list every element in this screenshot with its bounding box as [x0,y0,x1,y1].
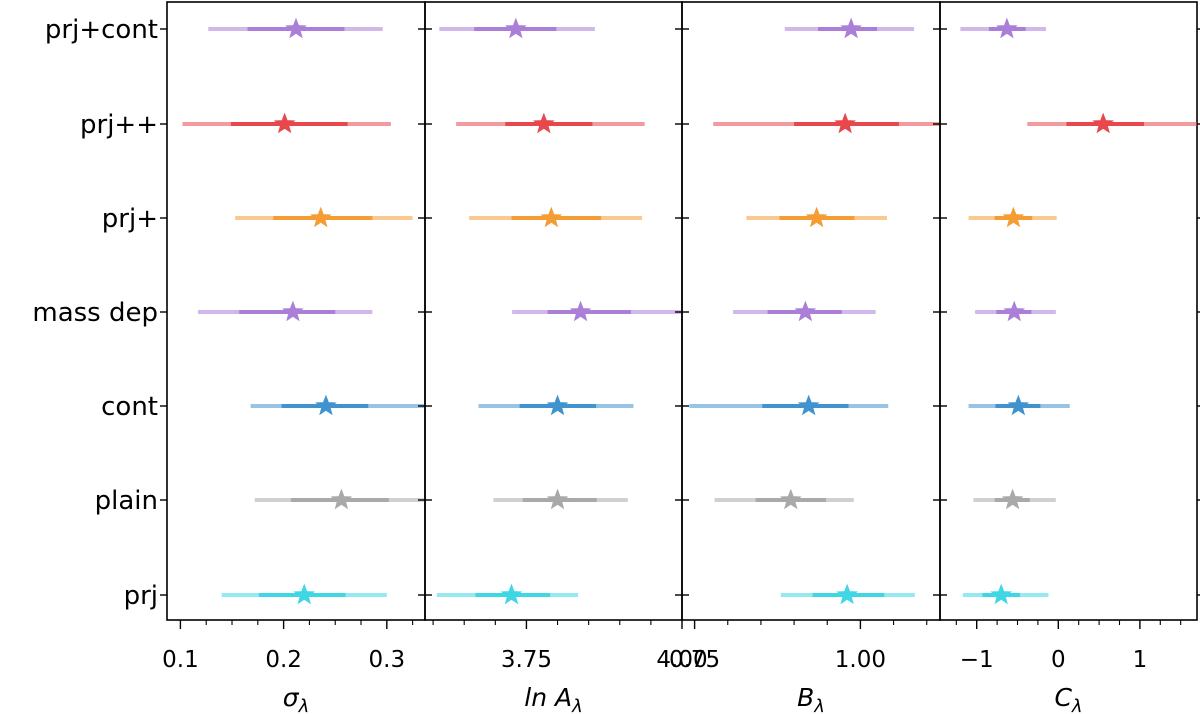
panel-lnA-median-star-3 [569,300,592,322]
panel-C-xlabel: Cλ [1054,683,1082,714]
panel-lnA-median-star-1 [532,112,555,134]
panel-B-median-star-6 [836,583,859,605]
panel-C-frame [939,1,1198,621]
panel-sigma-tick-label-0: 0.1 [162,647,199,673]
row-label-5: plain [95,486,158,516]
panel-B-median-star-1 [834,112,857,134]
panel-sigma-median-star-4 [315,394,337,416]
row-label-4: cont [101,392,158,422]
panel-C-median-star-3 [1003,300,1026,322]
panel-C-median-star-1 [1092,112,1115,134]
panel-C-tick-label-2: 1 [1133,647,1148,673]
panel-C-tick-label-0: −1 [960,647,994,673]
row-label-2: prj+ [102,204,158,234]
panel-sigma-median-star-3 [282,300,304,322]
panel-B-median-star-3 [794,300,817,322]
panel-B-median-star-4 [797,394,820,416]
row-label-0: prj+cont [45,15,158,45]
panel-C-median-star-5 [1001,488,1024,510]
panel-lnA-median-star-5 [546,488,569,510]
row-label-6: prj [124,581,158,611]
panel-B-median-star-2 [805,206,828,228]
panel-C-median-star-0 [996,17,1018,39]
panel-lnA-median-star-0 [504,17,527,39]
panel-lnA-median-star-4 [546,394,569,416]
panel-C-median-star-4 [1007,394,1030,416]
panel-C-median-star-2 [1002,206,1025,228]
panel-sigma-median-star-5 [330,488,353,510]
panel-sigma-tick-label-2: 0.3 [369,647,406,673]
panel-sigma-median-star-6 [293,583,316,605]
row-label-1: prj++ [80,110,158,140]
panel-sigma-xlabel: σλ [283,683,310,714]
panel-B-tick-label-1: 1.00 [835,647,886,673]
panel-lnA-tick-label-0: 3.75 [501,647,552,673]
panel-lnA-median-star-2 [540,206,563,228]
panel-B-xlabel: Bλ [797,683,825,714]
panel-sigma-tick-label-1: 0.2 [265,647,302,673]
panel-sigma-median-star-1 [273,112,296,134]
panel-B-median-star-0 [840,17,862,39]
panel-lnA-tick-label-1: 4.00 [656,647,707,673]
panel-lnA-median-star-6 [500,583,523,605]
panel-lnA-xlabel: ln Aλ [524,683,583,714]
panel-sigma-median-star-0 [285,17,307,39]
row-label-3: mass dep [32,298,158,328]
panel-C-median-star-6 [990,583,1013,605]
panel-B-tick-label-0: 0.75 [669,647,720,673]
panel-C-tick-label-1: 0 [1051,647,1066,673]
panel-B-median-star-5 [779,488,802,510]
panel-sigma-median-star-2 [309,206,332,228]
